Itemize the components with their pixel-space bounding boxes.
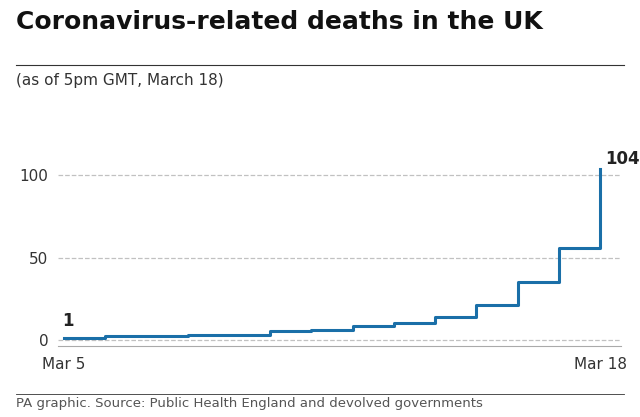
Text: (as of 5pm GMT, March 18): (as of 5pm GMT, March 18): [16, 73, 223, 88]
Text: 1: 1: [62, 312, 74, 330]
Text: 104: 104: [605, 150, 640, 168]
Text: Coronavirus-related deaths in the UK: Coronavirus-related deaths in the UK: [16, 10, 543, 35]
Text: PA graphic. Source: Public Health England and devolved governments: PA graphic. Source: Public Health Englan…: [16, 397, 483, 410]
